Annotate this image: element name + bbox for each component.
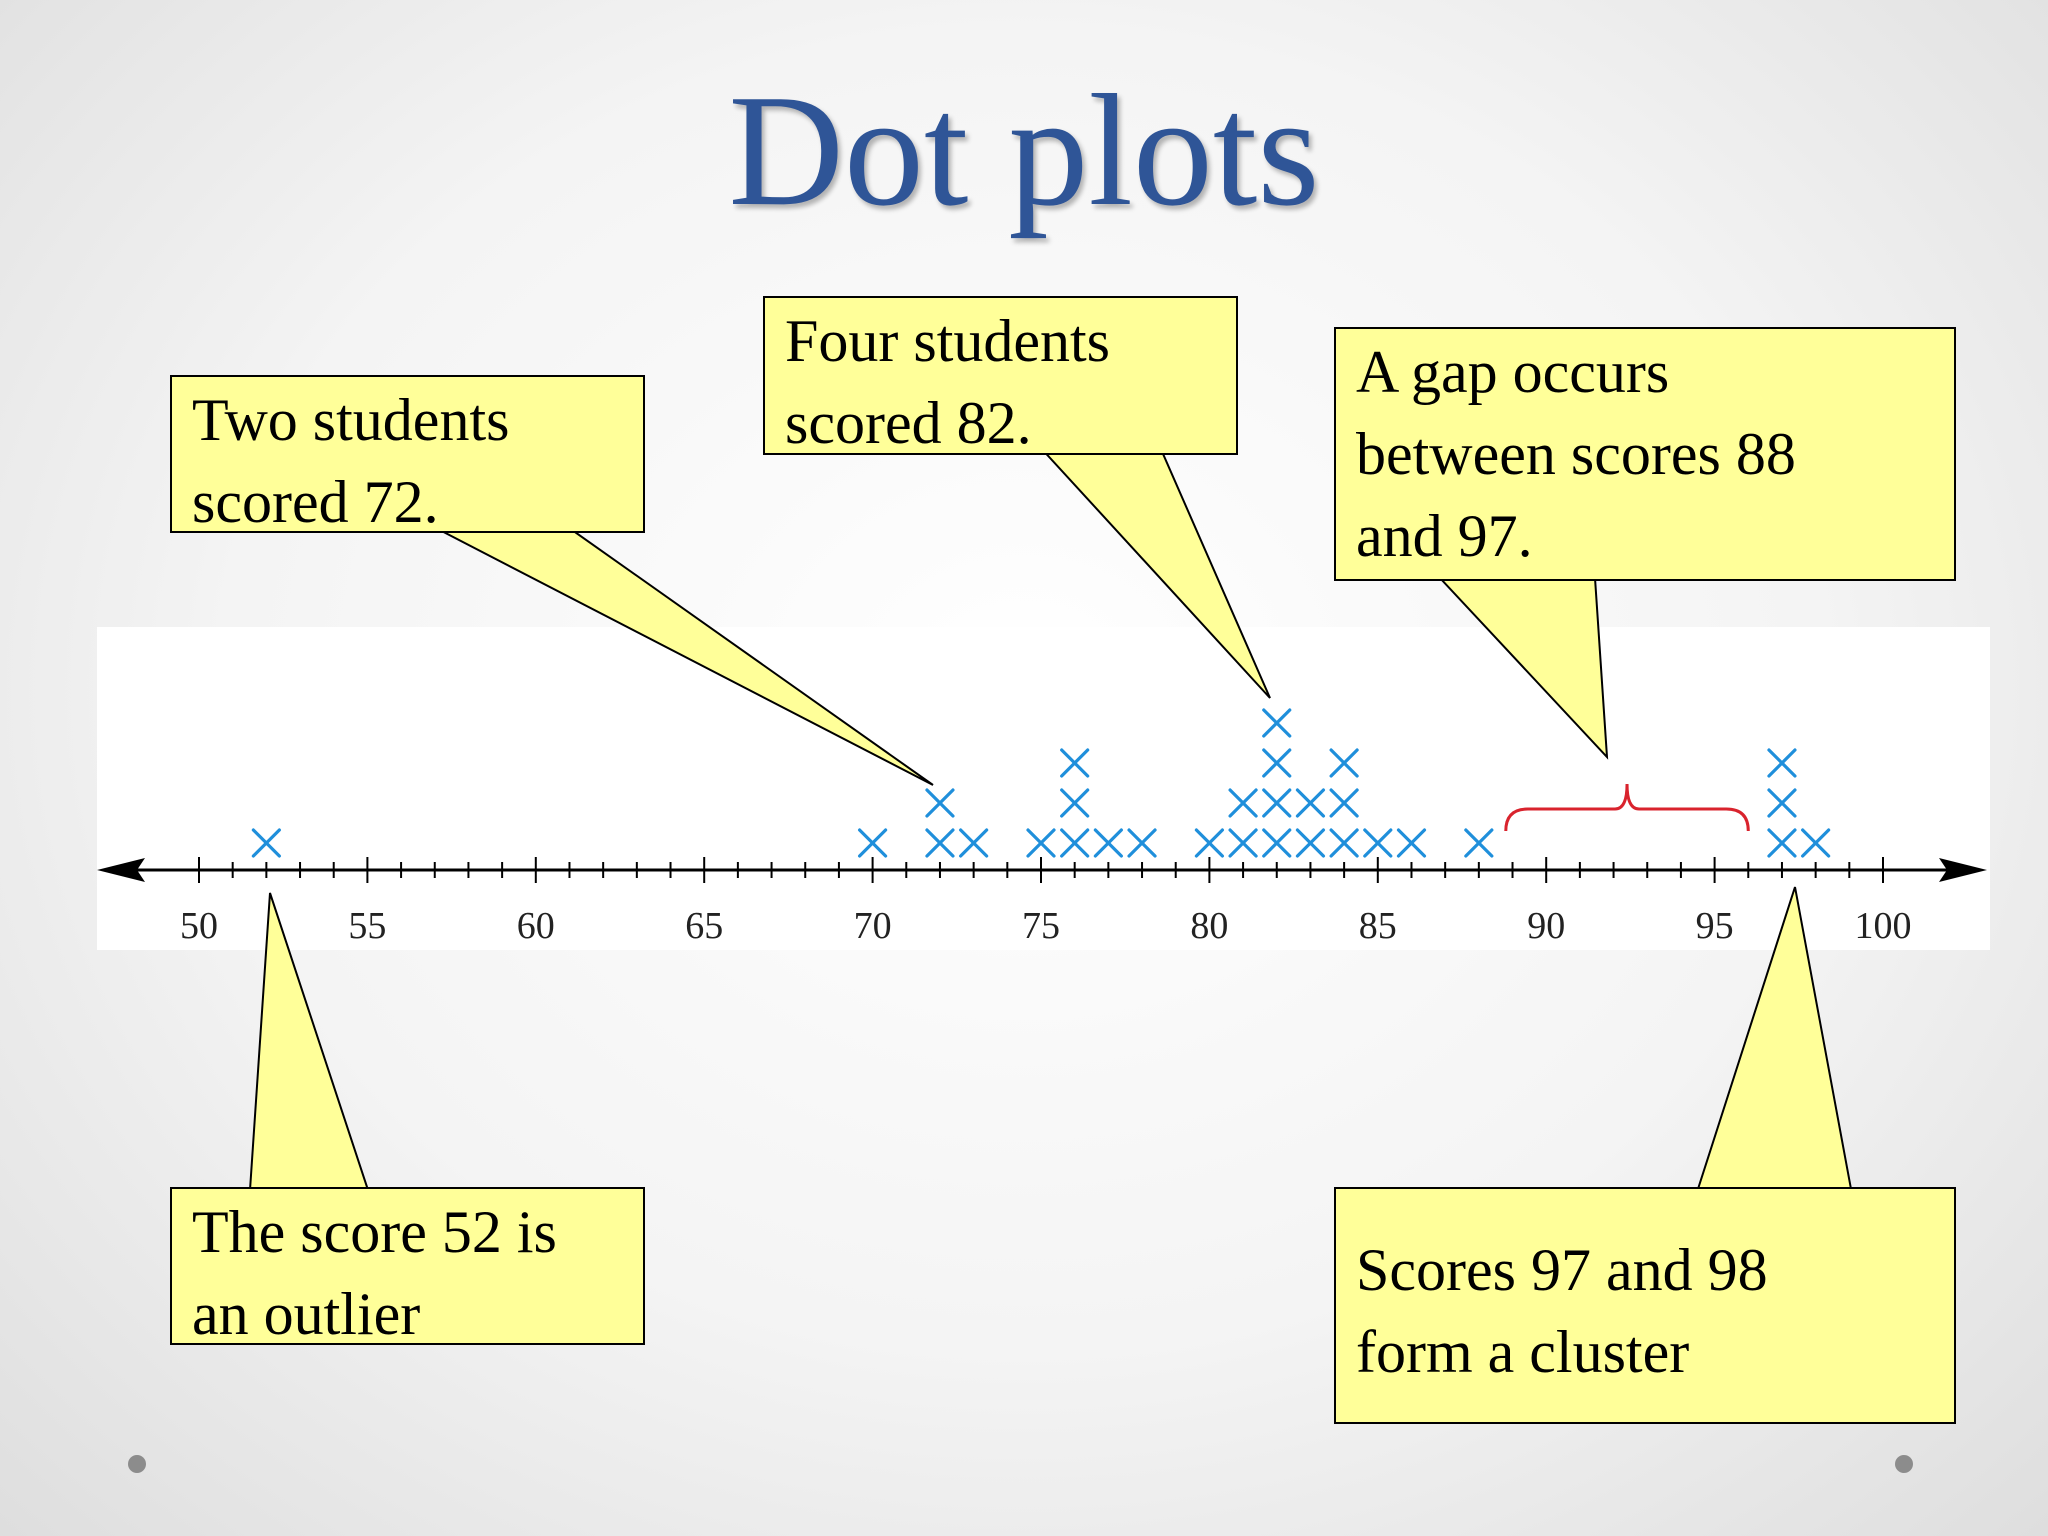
tick-label: 90 xyxy=(1527,905,1565,947)
data-point-x-marker xyxy=(1295,828,1326,858)
data-point-x-marker xyxy=(925,828,955,858)
callout-two-students-72: Two students scored 72. xyxy=(170,375,645,535)
data-point-x-marker xyxy=(1093,828,1123,858)
x-axis-arrow-left xyxy=(97,858,145,882)
data-point-x-marker xyxy=(1262,748,1292,778)
gap-bracket xyxy=(1504,783,1750,832)
pointer-two-students xyxy=(429,524,934,786)
callout-outlier: The score 52 is an outlier xyxy=(170,1187,645,1347)
tick-label: 95 xyxy=(1696,905,1734,947)
data-point-x-marker xyxy=(1767,788,1797,818)
data-point-x-marker xyxy=(1767,828,1797,858)
data-point-x-marker xyxy=(1127,828,1157,858)
tick-label: 100 xyxy=(1855,905,1912,947)
tick-label: 65 xyxy=(685,905,723,947)
data-point-x-marker xyxy=(1329,788,1359,818)
data-point-x-marker xyxy=(1295,788,1326,818)
data-point-x-marker xyxy=(1262,828,1292,858)
dot-plot-panel: 50 55 60 65 70 75 80 85 90 95 100 xyxy=(97,627,1990,950)
slide-bullet-left xyxy=(128,1455,146,1473)
dot-plot: 50 55 60 65 70 75 80 85 90 95 100 xyxy=(97,708,1987,947)
tick-label: 60 xyxy=(517,905,555,947)
tick-label: 80 xyxy=(1190,905,1228,947)
x-axis-arrow-right xyxy=(1939,858,1987,882)
callout-four-students-82: Four students scored 82. xyxy=(763,296,1238,456)
callout-cluster: Scores 97 and 98 form a cluster xyxy=(1334,1187,1956,1424)
data-point-x-marker xyxy=(1026,828,1056,858)
tick-label: 50 xyxy=(180,905,218,947)
data-point-x-marker xyxy=(1194,828,1225,858)
pointer-four-students xyxy=(1037,446,1271,699)
data-point-x-marker xyxy=(1329,828,1359,858)
data-point-x-marker xyxy=(959,828,989,858)
data-point-x-marker xyxy=(1396,828,1427,858)
pointer-gap xyxy=(1437,577,1609,760)
tick-label: 70 xyxy=(854,905,892,947)
data-point-x-marker xyxy=(1228,788,1258,818)
data-point-x-marker xyxy=(1060,748,1090,778)
data-point-x-marker xyxy=(857,828,888,858)
tick-label: 85 xyxy=(1359,905,1397,947)
pointer-outlier xyxy=(248,892,370,1191)
slide-bullet-right xyxy=(1895,1455,1913,1473)
data-point-x-marker xyxy=(1060,828,1090,858)
data-point-x-marker xyxy=(1767,748,1797,778)
data-point-x-marker xyxy=(1228,828,1258,858)
data-point-x-marker xyxy=(1464,828,1494,858)
data-point-x-marker xyxy=(251,828,281,858)
tick-label: 55 xyxy=(348,905,386,947)
pointer-cluster xyxy=(1696,886,1853,1190)
data-point-x-marker xyxy=(1262,708,1292,738)
data-point-x-marker xyxy=(925,788,955,818)
data-point-x-marker xyxy=(1363,828,1393,858)
tick-label: 75 xyxy=(1022,905,1060,947)
slide-title: Dot plots xyxy=(728,61,1320,239)
data-point-x-marker xyxy=(1060,788,1090,818)
callout-gap: A gap occurs between scores 88 and 97. xyxy=(1334,327,1956,581)
data-point-x-marker xyxy=(1262,788,1292,818)
data-point-x-marker xyxy=(1329,748,1359,778)
data-point-x-marker xyxy=(1801,828,1831,858)
